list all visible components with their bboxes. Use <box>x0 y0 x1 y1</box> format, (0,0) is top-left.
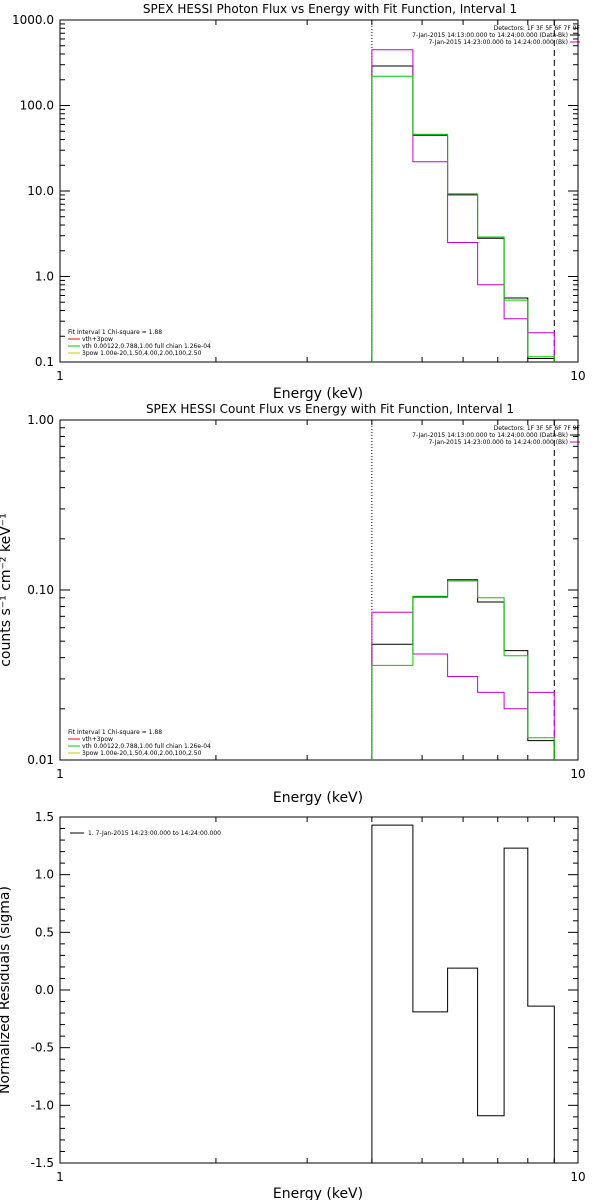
photon-flux-panel: SPEX HESSI Photon Flux vs Energy with Fi… <box>12 2 586 402</box>
panel3-series-0 <box>371 824 555 1163</box>
panel2-legend-vth: vth 0.00122,0.788,1.00 full chian 1.26e-… <box>82 743 211 750</box>
panel3-xtick-label: 1 <box>56 1170 64 1184</box>
panel1-xlabel: Energy (keV) <box>273 386 363 402</box>
panel3-xlabel: Energy (keV) <box>273 1186 363 1200</box>
panel2-series-2 <box>371 580 555 760</box>
panel1-ytick-label: 100.0 <box>20 99 54 113</box>
residuals-panel: Energy (keV) Normalized Residuals (sigma… <box>0 810 586 1200</box>
panel2-title: SPEX HESSI Count Flux vs Energy with Fit… <box>146 402 514 416</box>
panel2-legend-total: vth+3pow <box>82 736 113 743</box>
panel2-xtick-label: 10 <box>570 767 585 781</box>
panel1-legend-data: 7-Jan-2015 14:13:00.000 to 14:24:00.000 … <box>412 32 568 39</box>
panel1-legend-pow: 3pow 1.00e-20,1.50,4.00,2.00,100,2.50 <box>82 350 202 357</box>
panel2-legend-detectors: Detectors: 1F 3F 5F 6F 7F 9F <box>494 425 581 432</box>
panel2-series-0 <box>371 579 555 760</box>
panel2-legend-pow: 3pow 1.00e-20,1.50,4.00,2.00,100,2.50 <box>82 750 202 757</box>
panel3-ytick-label: 1.5 <box>35 810 54 824</box>
panel1-title: SPEX HESSI Photon Flux vs Energy with Fi… <box>143 2 517 16</box>
panel2-legend-bk: 7-Jan-2015 14:23:00.000 to 14:24:00.000 … <box>428 439 568 446</box>
panel2-frame <box>59 419 579 761</box>
panel2-ytick-label: 0.10 <box>27 583 54 597</box>
panel3-ytick-label: 0.5 <box>35 925 54 939</box>
panel2-ylabel: counts s⁻¹ cm⁻² keV⁻¹ <box>0 513 14 667</box>
panel2-ytick-label: 0.01 <box>27 753 54 767</box>
panel1-ytick-label: 1000.0 <box>12 13 54 27</box>
panel1-legend-detectors: Detectors: 1F 3F 5F 6F 7F 9F <box>494 25 581 32</box>
panel3-legend: 1. 7-Jan-2015 14:23:00.000 to 14:24:00.0… <box>88 830 221 837</box>
panel1-series-2 <box>371 75 555 362</box>
panel1-legend-fit: Fit Interval 1 Chi-square = 1.88 <box>68 329 162 336</box>
panel1-series-1 <box>371 49 555 362</box>
panel3-ytick-label: -1.5 <box>31 1156 54 1170</box>
panel1-legend-vth: vth 0.00122,0.788,1.00 full chian 1.26e-… <box>82 343 211 350</box>
panel1-legend-total: vth+3pow <box>82 336 113 343</box>
panel1-legend-bk: 7-Jan-2015 14:23:00.000 to 14:24:00.000 … <box>428 39 568 46</box>
count-flux-panel: SPEX HESSI Count Flux vs Energy with Fit… <box>0 402 586 806</box>
panel3-ytick-label: -0.5 <box>31 1041 54 1055</box>
panel2-legend-data: 7-Jan-2015 14:13:00.000 to 14:24:00.000 … <box>412 432 568 439</box>
panel1-xtick-label: 10 <box>570 369 585 383</box>
panel1-xtick-label: 1 <box>56 369 64 383</box>
panel3-ytick-label: -1.0 <box>31 1098 54 1112</box>
panel3-frame <box>59 816 579 1164</box>
panel1-series-0 <box>371 65 555 362</box>
panel2-legend-fit: Fit Interval 1 Chi-square = 1.88 <box>68 729 162 736</box>
panel1-ytick-label: 1.0 <box>35 270 54 284</box>
panel2-series-1 <box>371 611 555 760</box>
panel1-ytick-label: 10.0 <box>27 184 54 198</box>
panel2-xtick-label: 1 <box>56 767 64 781</box>
panel3-ytick-label: 0.0 <box>35 983 54 997</box>
panel3-xtick-label: 10 <box>570 1170 585 1184</box>
panel1-frame <box>59 19 579 363</box>
panel1-ytick-label: 0.1 <box>35 355 54 369</box>
panel3-ytick-label: 1.0 <box>35 868 54 882</box>
panel3-ylabel: Normalized Residuals (sigma) <box>0 886 13 1094</box>
panel2-xlabel: Energy (keV) <box>273 790 363 806</box>
panel2-ytick-label: 1.00 <box>27 413 54 427</box>
